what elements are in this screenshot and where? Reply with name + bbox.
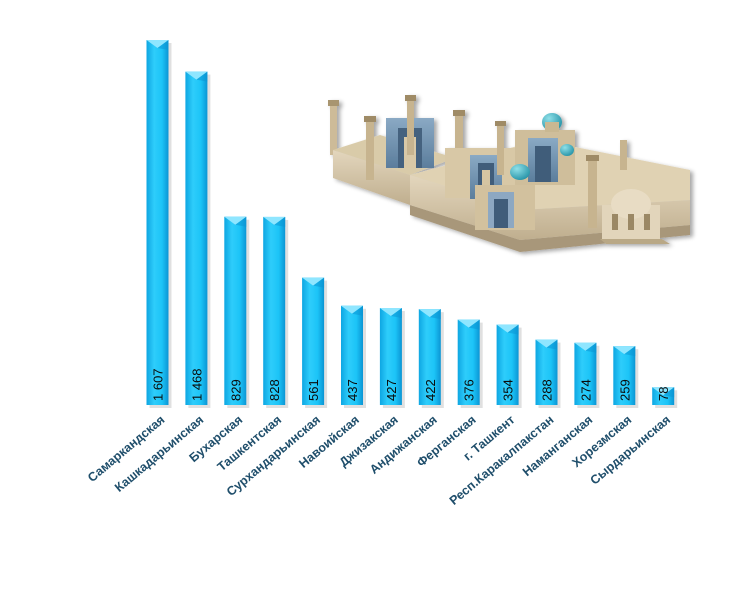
value-label-3: 829 [228, 379, 243, 401]
value-label-8: 422 [423, 379, 438, 401]
value-label-6: 437 [345, 379, 360, 401]
bar-14 [652, 387, 678, 408]
bar-6 [341, 305, 366, 408]
bar-13 [613, 346, 639, 408]
bar-4 [263, 216, 289, 408]
value-label-7: 427 [384, 379, 399, 401]
bar-9 [457, 319, 483, 408]
bar-12 [574, 342, 600, 408]
value-label-2: 1 468 [189, 368, 204, 401]
value-label-13: 259 [617, 379, 632, 401]
x-tick-labels-group: СамаркандскаяКашкадарьинскаяБухарскаяТаш… [85, 413, 673, 508]
bar-8 [418, 309, 444, 408]
bar-7 [379, 308, 405, 408]
value-label-9: 376 [462, 379, 477, 401]
x-tick-label-12: Наманганская [520, 413, 595, 479]
value-label-1: 1 607 [151, 368, 166, 401]
bar-2 [185, 71, 211, 408]
value-label-10: 354 [501, 379, 516, 401]
bar-3 [224, 216, 250, 408]
bars-group [146, 40, 678, 408]
value-label-12: 274 [578, 379, 593, 401]
value-label-14: 78 [656, 387, 671, 401]
value-label-4: 828 [267, 379, 282, 401]
bar-5 [302, 277, 328, 408]
bar-11 [535, 339, 561, 408]
value-label-11: 288 [540, 379, 555, 401]
value-label-5: 561 [306, 379, 321, 401]
bar-10 [496, 324, 522, 408]
registan-architecture-icon [328, 95, 690, 252]
bar-1 [146, 40, 172, 408]
x-tick-label-8: Андижанская [367, 413, 440, 477]
value-labels-group: 1 607 1 468 829 828 561 437 427 422 376 354 288 274… [151, 368, 672, 401]
